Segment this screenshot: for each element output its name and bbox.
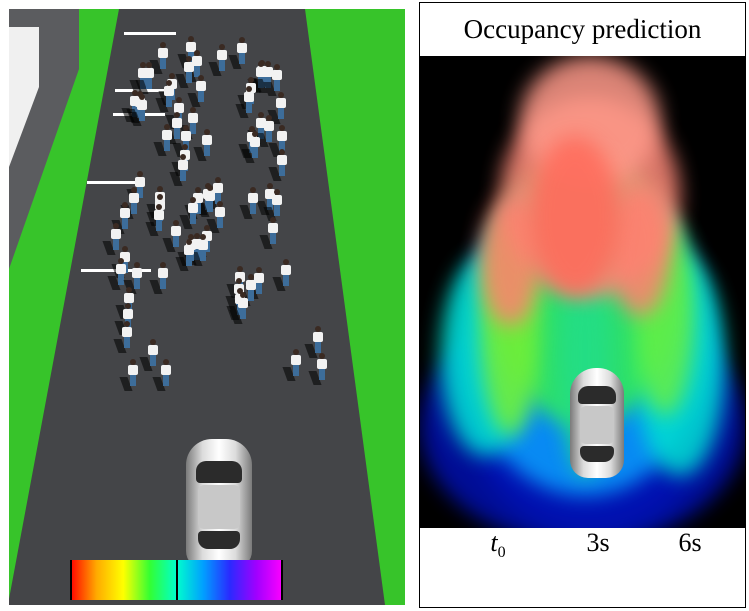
- pedestrian: [175, 55, 195, 88]
- pedestrian: [263, 189, 283, 222]
- pedestrian: [119, 358, 139, 391]
- pedestrian: [259, 216, 278, 249]
- pedestrian: [268, 124, 288, 157]
- pedestrian: [256, 183, 276, 216]
- pedestrian: [102, 222, 122, 255]
- colorbar-tick-end: [281, 560, 283, 600]
- occupancy-region: [530, 136, 620, 296]
- pedestrian: [149, 42, 169, 75]
- lane-marking: [124, 32, 176, 35]
- pedestrian: [204, 176, 223, 209]
- colorbar-tick-start: [70, 560, 72, 600]
- pedestrian: [179, 196, 199, 229]
- pedestrian: [127, 93, 147, 126]
- colorbar-tick-mid: [176, 560, 178, 600]
- colorbar-label-t0: t0: [490, 528, 506, 562]
- lane-marking: [87, 181, 139, 184]
- pedestrian: [189, 233, 208, 266]
- simulation-scene: [9, 9, 405, 605]
- pedestrian: [120, 187, 140, 220]
- pedestrian: [152, 358, 172, 391]
- pedestrian: [267, 91, 287, 124]
- ego-car: [570, 368, 624, 478]
- pedestrian: [304, 325, 323, 358]
- pedestrian: [235, 86, 255, 119]
- pedestrian: [149, 262, 169, 295]
- pedestrian: [263, 64, 283, 97]
- car: [186, 439, 252, 569]
- pedestrian: [126, 171, 145, 204]
- pedestrian: [272, 258, 291, 291]
- pedestrian: [111, 201, 130, 234]
- pedestrian: [193, 129, 213, 162]
- pedestrian: [183, 50, 203, 83]
- pedestrian: [237, 274, 257, 307]
- pedestrian: [155, 80, 174, 113]
- pedestrian: [162, 219, 182, 252]
- colorbar-label-6s: 6s: [678, 528, 702, 557]
- pedestrian: [153, 123, 172, 156]
- pedestrian: [175, 239, 195, 271]
- pedestrian: [145, 203, 165, 236]
- pedestrian: [196, 184, 216, 217]
- pedestrian: [163, 112, 183, 145]
- occupancy-panel: Occupancy prediction: [419, 2, 746, 608]
- pedestrian: [229, 292, 248, 325]
- pedestrian: [107, 257, 127, 290]
- pedestrian: [245, 267, 265, 300]
- occupancy-heatmap: [420, 56, 745, 528]
- occupancy-region: [610, 186, 670, 316]
- panel-title: Occupancy prediction: [463, 14, 702, 44]
- pedestrian: [281, 349, 301, 382]
- pedestrian: [228, 36, 248, 69]
- pedestrian: [208, 44, 228, 77]
- pedestrian: [239, 187, 258, 220]
- pedestrian: [135, 62, 155, 95]
- pedestrian: [308, 353, 328, 386]
- colorbar-label-3s: 3s: [586, 528, 610, 557]
- pedestrian: [178, 107, 198, 140]
- time-colorbar: [70, 560, 283, 600]
- pedestrian: [268, 148, 287, 181]
- pedestrian: [187, 75, 206, 108]
- pedestrian: [139, 338, 159, 371]
- pedestrian: [255, 115, 275, 148]
- pedestrian: [241, 130, 260, 163]
- pedestrian: [123, 262, 143, 295]
- right-grass-strip: [305, 9, 405, 605]
- pedestrian: [113, 320, 133, 353]
- pedestrian: [206, 200, 226, 233]
- pedestrian: [169, 153, 189, 186]
